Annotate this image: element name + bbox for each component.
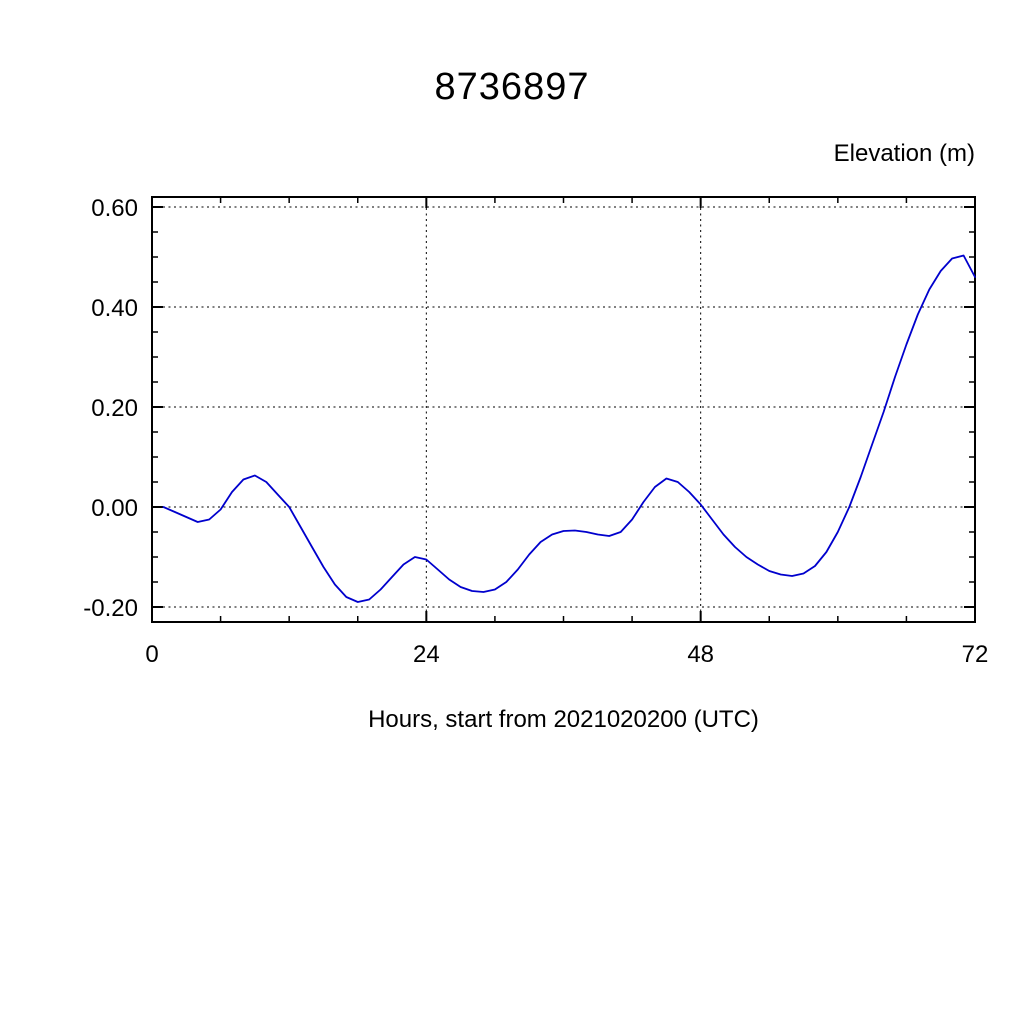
- y-tick-label: 0.00: [91, 495, 138, 522]
- y-tick-label: 0.20: [91, 395, 138, 422]
- x-tick-label: 72: [962, 641, 989, 668]
- y-tick-label: -0.20: [83, 595, 138, 622]
- plot-area: -0.20 0.00 0.20 0.40 0.60 0 24 48 72: [83, 195, 989, 668]
- plot-frame: [151, 196, 976, 623]
- x-tick-label: 0: [145, 641, 158, 668]
- y-tick-label: 0.40: [91, 295, 138, 322]
- x-tick-label: 24: [413, 641, 440, 668]
- x-axis-label: Hours, start from 2021020200 (UTC): [368, 706, 759, 733]
- y-tick-label: 0.60: [91, 195, 138, 222]
- elevation-line: [162, 254, 976, 603]
- chart-title: 8736897: [434, 66, 590, 108]
- y-axis-label: Elevation (m): [833, 140, 975, 167]
- x-tick-label: 48: [687, 641, 714, 668]
